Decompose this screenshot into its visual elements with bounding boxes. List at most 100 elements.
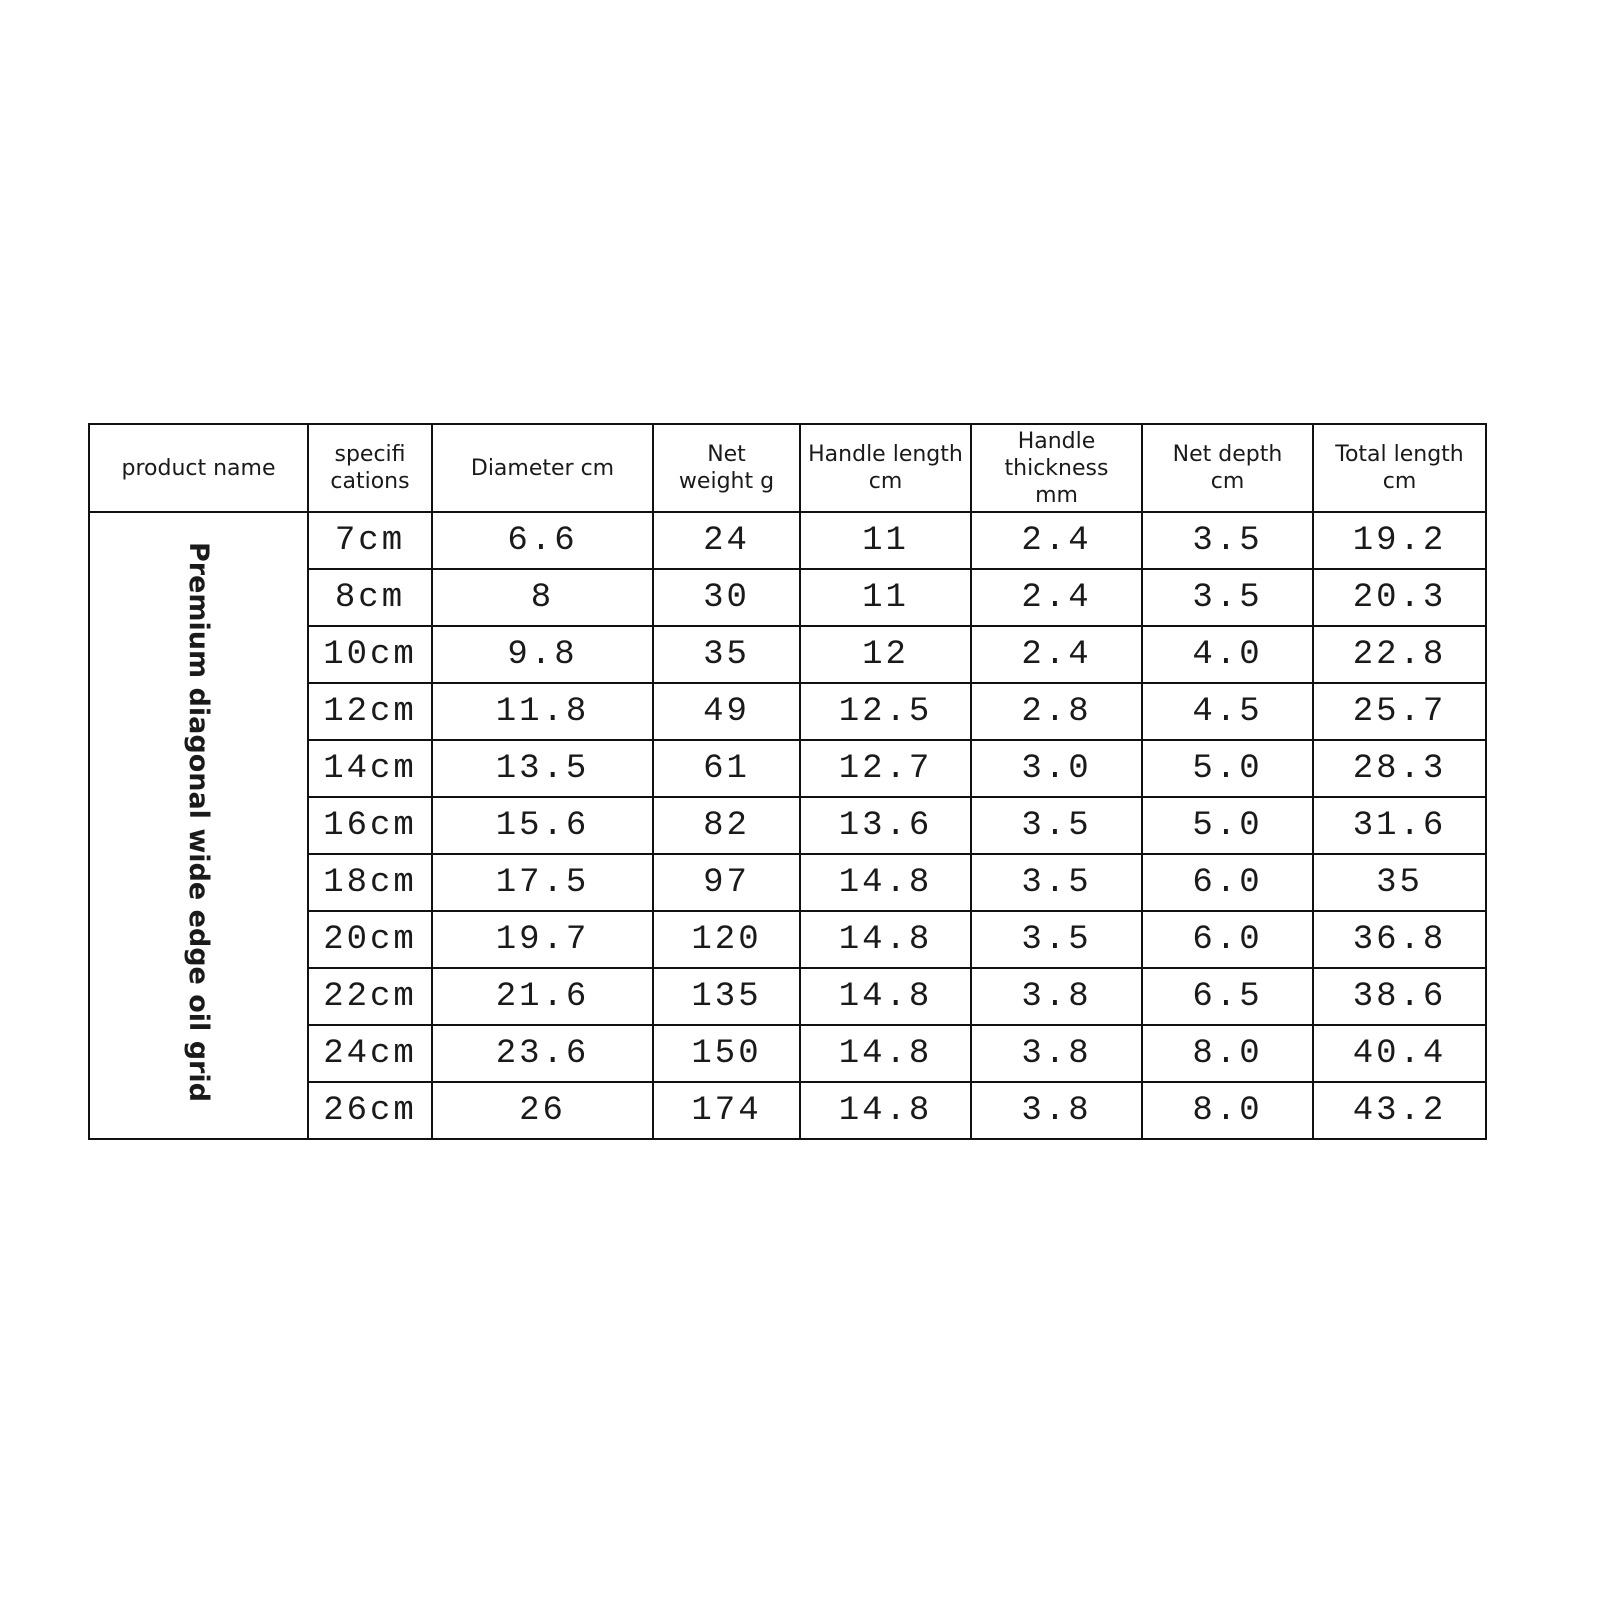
- header-row: product name specifi cations Diameter cm Ne…: [88, 423, 1487, 513]
- column-header: Handle thickness mm: [970, 423, 1143, 513]
- table-cell: 14.8: [799, 853, 972, 912]
- table-cell: 13.5: [431, 739, 654, 798]
- column-header: Net depth cm: [1141, 423, 1314, 513]
- table-row: 8cm 8 30 11 2.4 3.5 20.3: [89, 568, 1487, 627]
- table-cell: 26: [431, 1081, 654, 1140]
- table-row: 16cm 15.6 82 13.6 3.5 5.0 31.6: [89, 796, 1487, 855]
- table-row: 14cm 13.5 61 12.7 3.0 5.0 28.3: [89, 739, 1487, 798]
- table-cell: 28.3: [1312, 739, 1487, 798]
- table-cell: 36.8: [1312, 910, 1487, 969]
- table-cell: 14.8: [799, 967, 972, 1026]
- table-cell: 23.6: [431, 1024, 654, 1083]
- column-header: specifi cations: [307, 423, 433, 513]
- table-cell: 5.0: [1141, 796, 1314, 855]
- product-name: Premium diagonal wide edge oil grid: [183, 542, 214, 1102]
- table-cell: 14.8: [799, 910, 972, 969]
- table-cell: 22.8: [1312, 625, 1487, 684]
- table-cell: 150: [652, 1024, 801, 1083]
- table-cell: 20.3: [1312, 568, 1487, 627]
- table-cell: 24cm: [307, 1024, 433, 1083]
- table-cell: 2.4: [970, 625, 1143, 684]
- table-row: 18cm 17.5 97 14.8 3.5 6.0 35: [89, 853, 1487, 912]
- table-row: 20cm 19.7 120 14.8 3.5 6.0 36.8: [89, 910, 1487, 969]
- table-cell: 8cm: [307, 568, 433, 627]
- table-cell: 49: [652, 682, 801, 741]
- table-cell: 35: [1312, 853, 1487, 912]
- table-cell: 3.5: [1141, 568, 1314, 627]
- table-cell: 3.8: [970, 1024, 1143, 1083]
- table-cell: 17.5: [431, 853, 654, 912]
- column-header: product name: [88, 423, 309, 513]
- table-cell: 8.0: [1141, 1081, 1314, 1140]
- table-cell: 14.8: [799, 1081, 972, 1140]
- table-cell: 3.5: [970, 853, 1143, 912]
- spec-table: product name specifi cations Diameter cm Ne…: [88, 423, 1487, 1140]
- table-cell: 24: [652, 511, 801, 570]
- table-cell: 19.7: [431, 910, 654, 969]
- table-cell: 135: [652, 967, 801, 1026]
- table-cell: 12.5: [799, 682, 972, 741]
- table-cell: 12.7: [799, 739, 972, 798]
- table-cell: 3.5: [970, 796, 1143, 855]
- table-cell: 11: [799, 568, 972, 627]
- table-row: 22cm 21.6 135 14.8 3.8 6.5 38.6: [89, 967, 1487, 1026]
- table-cell: 35: [652, 625, 801, 684]
- table-cell: 3.5: [1141, 511, 1314, 570]
- table-cell: 15.6: [431, 796, 654, 855]
- table-row: 10cm 9.8 35 12 2.4 4.0 22.8: [89, 625, 1487, 684]
- table-cell: 6.0: [1141, 910, 1314, 969]
- table-cell: 14.8: [799, 1024, 972, 1083]
- column-header: Handle length cm: [799, 423, 972, 513]
- column-header: Net weight g: [652, 423, 801, 513]
- table-row: 24cm 23.6 150 14.8 3.8 8.0 40.4: [89, 1024, 1487, 1083]
- table-cell: 2.8: [970, 682, 1143, 741]
- table-cell: 61: [652, 739, 801, 798]
- table-cell: 40.4: [1312, 1024, 1487, 1083]
- table-cell: 3.5: [970, 910, 1143, 969]
- table-cell: 31.6: [1312, 796, 1487, 855]
- table-cell: 25.7: [1312, 682, 1487, 741]
- table-cell: 3.8: [970, 1081, 1143, 1140]
- table-cell: 2.4: [970, 511, 1143, 570]
- table-cell: 3.8: [970, 967, 1143, 1026]
- table-cell: 120: [652, 910, 801, 969]
- table-cell: 6.5: [1141, 967, 1314, 1026]
- column-header: Diameter cm: [431, 423, 654, 513]
- table-cell: 174: [652, 1081, 801, 1140]
- table-cell: 14cm: [307, 739, 433, 798]
- table-cell: 22cm: [307, 967, 433, 1026]
- table-cell: 10cm: [307, 625, 433, 684]
- table-cell: 3.0: [970, 739, 1143, 798]
- column-header: Total length cm: [1312, 423, 1487, 513]
- table-cell: 8: [431, 568, 654, 627]
- table-cell: 2.4: [970, 568, 1143, 627]
- table-cell: 21.6: [431, 967, 654, 1026]
- table-cell: 4.5: [1141, 682, 1314, 741]
- table-cell: 8.0: [1141, 1024, 1314, 1083]
- table-cell: 43.2: [1312, 1081, 1487, 1140]
- table-cell: 11: [799, 511, 972, 570]
- table-row: 12cm 11.8 49 12.5 2.8 4.5 25.7: [89, 682, 1487, 741]
- table-cell: 9.8: [431, 625, 654, 684]
- table-cell: 11.8: [431, 682, 654, 741]
- table-row: Premium diagonal wide edge oil grid 7cm 6.…: [88, 511, 1487, 1140]
- table-cell: 38.6: [1312, 967, 1487, 1026]
- table-cell: 6.6: [431, 511, 654, 570]
- table-cell: 13.6: [799, 796, 972, 855]
- table-cell: 18cm: [307, 853, 433, 912]
- table-cell: 12: [799, 625, 972, 684]
- table-cell: 30: [652, 568, 801, 627]
- table-cell: 26cm: [307, 1081, 433, 1140]
- table-cell: 7cm: [307, 511, 433, 570]
- product-name-cell: Premium diagonal wide edge oil grid: [88, 511, 309, 1140]
- table-row: 26cm 26 174 14.8 3.8 8.0 43.2: [89, 1081, 1487, 1140]
- table-cell: 97: [652, 853, 801, 912]
- table-cell: 82: [652, 796, 801, 855]
- table-cell: 12cm: [307, 682, 433, 741]
- table-cell: 16cm: [307, 796, 433, 855]
- table-cell: 19.2: [1312, 511, 1487, 570]
- table-cell: 5.0: [1141, 739, 1314, 798]
- table-cell: 20cm: [307, 910, 433, 969]
- table-cell: 6.0: [1141, 853, 1314, 912]
- table-cell: 4.0: [1141, 625, 1314, 684]
